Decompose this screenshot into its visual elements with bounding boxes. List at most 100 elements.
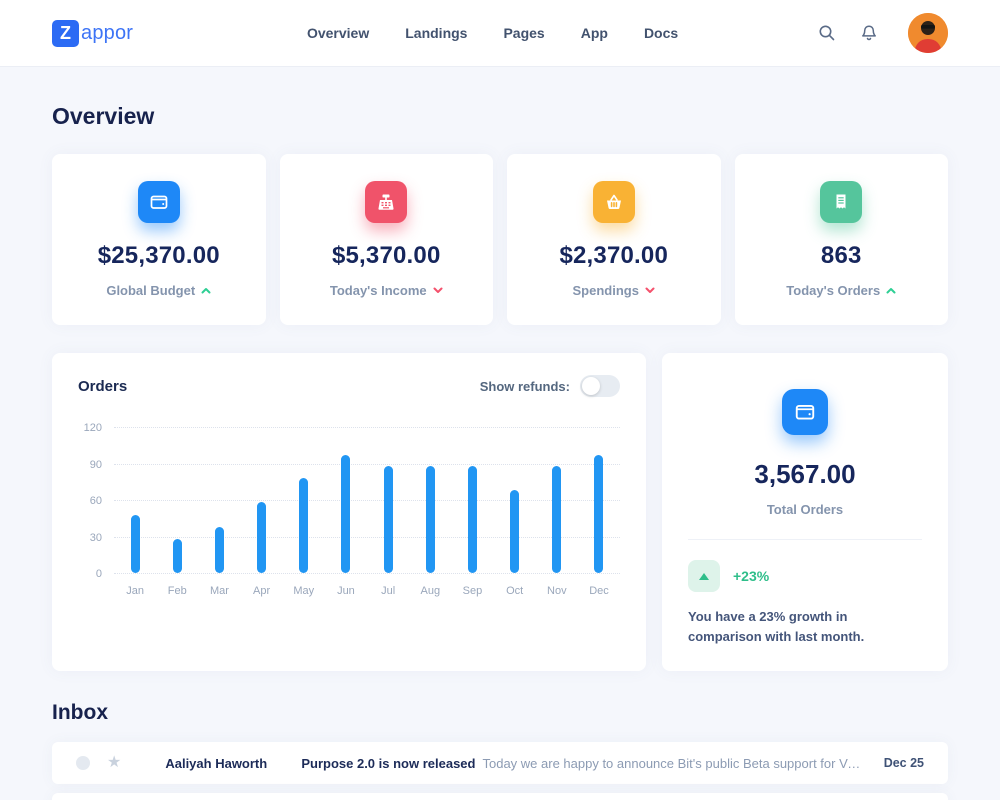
x-axis-label: Jul	[381, 585, 396, 597]
chart-bar	[257, 502, 267, 573]
user-avatar[interactable]	[908, 13, 948, 53]
stat-value: $25,370.00	[97, 242, 220, 269]
mail-sender: Aaliyah Haworth	[165, 755, 268, 771]
top-navbar: Z appor Overview Landings Pages App Docs	[0, 0, 1000, 67]
y-axis-tick: 0	[95, 568, 102, 580]
stat-label-dropdown[interactable]: Spendings	[573, 283, 655, 298]
stat-card-todays-income: $5,370.00 Today's Income	[279, 154, 493, 325]
chart-bar	[299, 478, 309, 573]
star-icon[interactable]: ★	[107, 754, 122, 772]
toggle-knob	[582, 377, 600, 395]
cash-register-icon	[365, 181, 408, 223]
logo-mark: Z	[52, 19, 79, 47]
y-axis-tick: 120	[83, 422, 102, 434]
stat-label-dropdown[interactable]: Today's Income	[330, 283, 443, 298]
triangle-up-icon	[699, 572, 709, 580]
select-circle[interactable]	[76, 756, 90, 771]
mail-row[interactable]: ★ Mila Bostock Unlock your rewards now B…	[52, 793, 948, 800]
receipt-icon	[820, 181, 863, 223]
mail-subject: Purpose 2.0 is now released	[301, 755, 476, 771]
mail-row[interactable]: ★ Aaliyah Haworth Purpose 2.0 is now rel…	[52, 742, 948, 785]
page-content: Overview $25,370.00 Global Budget	[0, 103, 1000, 800]
stat-label-text: Today's Orders	[786, 283, 881, 298]
header-actions	[818, 13, 948, 53]
middle-section: Orders Show refunds: 120 90 60 30 0 Jan Feb Ma…	[52, 353, 948, 672]
nav-item-overview[interactable]: Overview	[306, 25, 370, 41]
stat-label-dropdown[interactable]: Global Budget	[106, 283, 211, 298]
orders-panel-title: Orders	[78, 377, 128, 395]
nav-item-landings[interactable]: Landings	[405, 25, 468, 41]
growth-block: +23% You have a 23% growth in comparison…	[688, 560, 922, 647]
total-orders-label: Total Orders	[766, 502, 844, 517]
trend-up-badge	[688, 560, 720, 592]
nav-item-docs[interactable]: Docs	[643, 25, 679, 41]
main-nav: Overview Landings Pages App Docs	[307, 0, 678, 66]
growth-delta: +23%	[733, 568, 770, 584]
stat-value: $2,370.00	[559, 242, 669, 269]
chart-bar	[552, 465, 562, 573]
x-axis-label: Mar	[209, 585, 229, 597]
stat-value: 863	[820, 242, 862, 269]
stat-label-dropdown[interactable]: Today's Orders	[786, 283, 896, 298]
gridline: 30	[90, 532, 620, 544]
y-axis-tick: 60	[89, 495, 102, 507]
inbox-list: ★ Aaliyah Haworth Purpose 2.0 is now rel…	[52, 742, 948, 800]
page-title: Overview	[52, 103, 155, 129]
chart-bar	[383, 465, 393, 573]
nav-item-app[interactable]: App	[580, 25, 608, 41]
brand-logo[interactable]: Z appor	[52, 19, 134, 47]
growth-description: You have a 23% growth in comparison with…	[688, 609, 865, 645]
chevron-up-icon	[886, 287, 896, 294]
chart-bar	[425, 465, 435, 573]
x-axis-label: Apr	[253, 585, 271, 597]
x-axis-label: Feb	[167, 585, 187, 597]
show-refunds-toggle[interactable]	[580, 375, 620, 397]
stat-cards-row: $25,370.00 Global Budget	[52, 154, 948, 325]
stat-label-text: Today's Income	[329, 283, 427, 298]
divider	[688, 539, 922, 540]
x-axis-label: May	[293, 585, 315, 597]
stat-card-todays-orders: 863 Today's Orders	[734, 154, 948, 325]
inbox-title: Inbox	[52, 701, 108, 725]
x-axis-label: Jun	[337, 585, 355, 597]
gridline: 120	[84, 422, 620, 434]
search-icon[interactable]	[818, 24, 836, 42]
x-axis-label: Aug	[420, 585, 441, 597]
basket-icon	[592, 181, 635, 223]
gridline: 60	[90, 495, 620, 507]
orders-chart-panel: Orders Show refunds: 120 90 60 30 0 Jan Feb Ma…	[52, 353, 646, 672]
logo-wordmark: appor	[81, 21, 134, 44]
chevron-down-icon	[645, 287, 655, 294]
x-axis-label: Oct	[506, 585, 524, 597]
wallet-icon	[782, 389, 828, 435]
chart-bar	[467, 465, 477, 573]
stat-card-global-budget: $25,370.00 Global Budget	[52, 154, 266, 325]
chevron-down-icon	[433, 287, 443, 294]
x-axis-label: Sep	[462, 585, 483, 597]
x-axis-label: Dec	[589, 585, 609, 597]
chart-bar	[510, 490, 520, 573]
y-axis-tick: 30	[89, 531, 102, 544]
show-refunds-label: Show refunds:	[479, 378, 570, 394]
gridline: 90	[90, 459, 620, 471]
total-orders-panel: 3,567.00 Total Orders +23% You have a 23…	[662, 353, 948, 672]
chart-bar	[594, 454, 604, 573]
chart-bar	[214, 526, 224, 573]
stat-label-text: Global Budget	[106, 283, 196, 298]
gridline: 0	[96, 568, 620, 580]
orders-bar-chart: 120 90 60 30 0 Jan Feb Mar Apr May Jun Jul Aug Sep Oc…	[78, 422, 620, 597]
mail-date: Dec 25	[883, 756, 924, 771]
mail-preview: Today we are happy to announce Bit's pub…	[482, 755, 866, 771]
chart-bar	[172, 538, 182, 573]
chart-bar	[130, 514, 140, 573]
stat-value: $5,370.00	[331, 242, 441, 269]
y-axis-tick: 90	[89, 458, 102, 471]
wallet-icon	[137, 181, 180, 223]
nav-item-pages[interactable]: Pages	[503, 25, 545, 41]
bell-icon[interactable]	[860, 24, 878, 42]
stat-card-spendings: $2,370.00 Spendings	[507, 154, 721, 325]
total-orders-value: 3,567.00	[754, 459, 856, 489]
x-axis-label: Nov	[547, 585, 567, 597]
stat-label-text: Spendings	[572, 283, 639, 298]
chart-bar	[341, 454, 351, 573]
